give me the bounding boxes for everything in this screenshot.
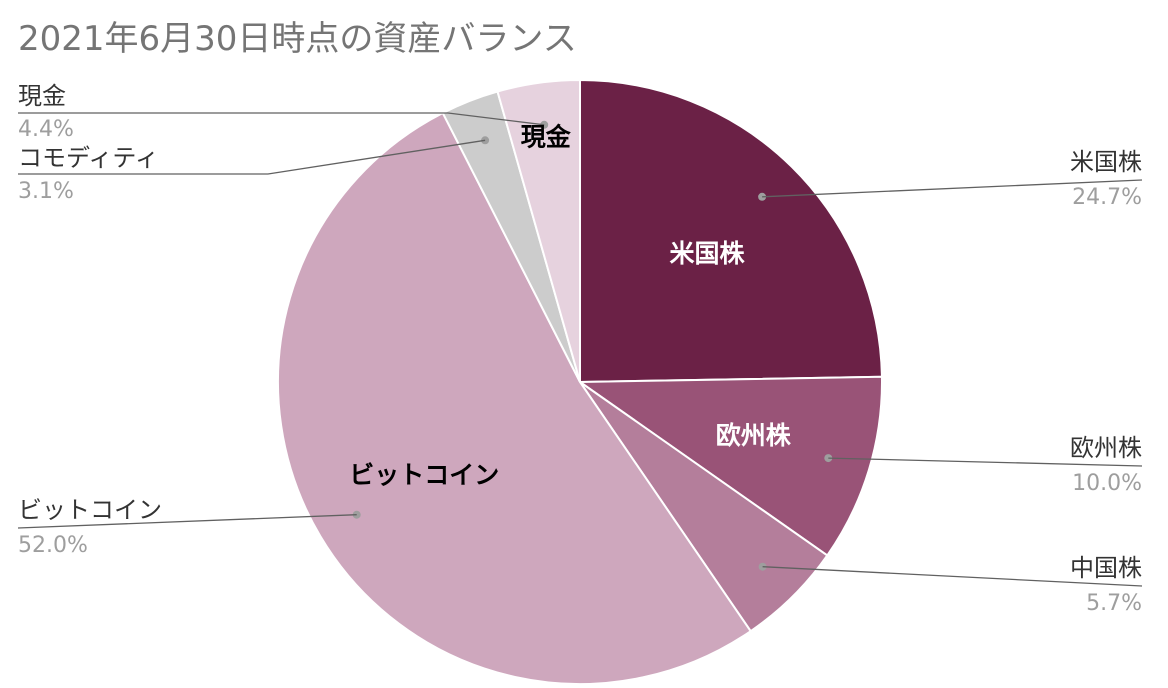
- slice-label-cash: 現金: [18, 82, 66, 110]
- chart-title: 2021年6月30日時点の資産バランス: [18, 19, 577, 59]
- leader-line-bitcoin: [17, 514, 357, 529]
- slice-label-us-stocks: 米国株: [1070, 148, 1142, 176]
- slice-label-bitcoin: ビットコイン: [18, 496, 162, 524]
- leader-line-cn-stocks: [762, 566, 1143, 587]
- slice-percent-cash: 4.4%: [18, 117, 74, 142]
- slice-percent-commodity: 3.1%: [18, 179, 74, 204]
- slice-label-commodity: コモディティ: [18, 144, 159, 172]
- slice-percent-bitcoin: 52.0%: [18, 533, 88, 558]
- slices-layer: [276, 78, 883, 685]
- slice-percent-us-stocks: 24.7%: [1072, 185, 1142, 210]
- slice-label-eu-stocks: 欧州株: [1070, 434, 1142, 462]
- slice-inner-label-cash: 現金: [521, 123, 572, 152]
- slice-label-cn-stocks: 中国株: [1070, 554, 1142, 582]
- slice-percent-eu-stocks: 10.0%: [1072, 471, 1142, 496]
- leader-line-cash: [18, 112, 545, 126]
- leader-line-us-stocks: [762, 179, 1143, 198]
- leader-line-commodity: [18, 139, 486, 175]
- pie-slice-bitcoin: [276, 111, 753, 685]
- slice-inner-label-bitcoin: ビットコイン: [349, 461, 499, 490]
- pie-slice-eu-stocks: [576, 375, 883, 557]
- leaders-layer: [17, 112, 1143, 587]
- pie-slice-cash: [496, 78, 581, 383]
- slice-percent-cn-stocks: 5.7%: [1086, 591, 1142, 616]
- slice-inner-label-us-stocks: 米国株: [669, 239, 745, 268]
- leader-line-eu-stocks: [828, 457, 1143, 467]
- slice-inner-label-eu-stocks: 欧州株: [716, 421, 792, 450]
- pie-slice-us-stocks: [579, 78, 883, 384]
